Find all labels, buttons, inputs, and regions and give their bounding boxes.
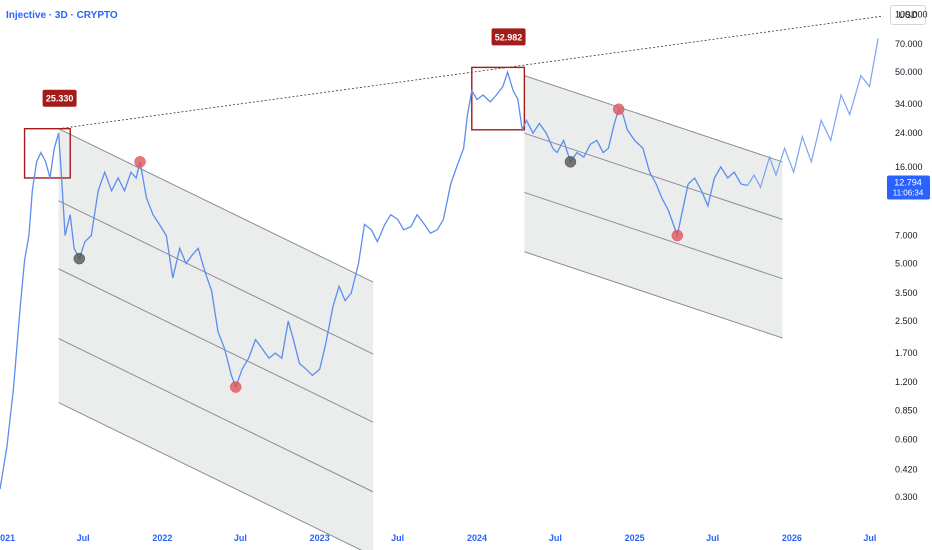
price-tag-background [887, 175, 930, 200]
y-axis-tick-label: 0.850 [895, 406, 918, 416]
x-axis-tick-label: Jul [77, 533, 90, 543]
y-axis-tick-label: 5.000 [895, 258, 918, 268]
channel-line [524, 251, 783, 339]
swing-high-marker [134, 156, 146, 168]
x-axis-tick-label: Jul [863, 533, 876, 543]
swing-low-marker [564, 156, 577, 168]
x-axis-tick-label: 2023 [310, 533, 330, 543]
swing-low-marker [73, 252, 86, 265]
x-axis-tick-label: Jul [391, 533, 404, 543]
channel-line [58, 338, 374, 493]
channel-line [58, 200, 374, 355]
y-axis-tick-label: 50.000 [895, 67, 923, 77]
channel-line [524, 191, 783, 280]
channel-line [58, 128, 374, 283]
price-tag-value: 12.794 [894, 177, 922, 187]
y-axis-tick-label: 70.000 [895, 39, 923, 49]
channel-2021-2023 [58, 128, 374, 550]
high-value-label: 25.330 [42, 89, 77, 107]
top-highlight-box [471, 66, 526, 131]
x-axis-tick-label: 2022 [152, 533, 172, 543]
y-axis-tick-label: 100.000 [895, 10, 928, 20]
price-tag-time: 11:06:34 [893, 188, 924, 197]
top-highlight-box [23, 127, 71, 179]
label-text: 25.330 [46, 94, 74, 104]
channel-fill [58, 128, 374, 550]
y-axis-tick-label: 2.500 [895, 316, 918, 326]
label-background [42, 89, 77, 107]
y-axis-tick-label: 24.000 [895, 128, 923, 138]
x-axis-tick-label: Jul [234, 533, 247, 543]
y-axis-tick-label: 0.600 [895, 435, 918, 445]
y-axis-tick-label: 1.700 [895, 348, 918, 358]
trend-line [58, 15, 884, 130]
channel-line [524, 75, 783, 163]
swing-low-marker [229, 381, 242, 393]
y-axis-tick-label: 0.300 [895, 492, 918, 502]
channel-line [524, 132, 783, 220]
y-axis-tick-label: 34.000 [895, 99, 923, 109]
y-axis-tick-label: 16.000 [895, 162, 923, 172]
channel-line [58, 268, 374, 423]
x-axis-tick-label: 2025 [625, 533, 645, 543]
label-text: 52.982 [495, 32, 523, 42]
high-value-label: 52.982 [491, 28, 526, 46]
x-axis-tick-label: Jul [706, 533, 719, 543]
x-axis-tick-label: 2024 [467, 533, 487, 543]
swing-low-marker [671, 229, 684, 242]
chart-title: Injective · 3D · CRYPTO [6, 10, 118, 21]
y-axis-tick-label: 0.420 [895, 464, 918, 474]
y-axis-tick-label: 7.000 [895, 231, 918, 241]
swing-high-marker [612, 103, 625, 116]
channel-2024-2025 [524, 75, 783, 339]
y-axis-tick-label: 3.500 [895, 288, 918, 298]
projection-line [747, 38, 879, 189]
y-axis-tick-label: 1.200 [895, 377, 918, 387]
x-axis-tick-label: 2026 [782, 533, 802, 543]
currency-selector[interactable]: USD [890, 5, 926, 25]
channel-line [58, 402, 363, 550]
channel-fill [524, 75, 783, 338]
label-background [491, 28, 526, 46]
x-axis-tick-label: Jul [549, 533, 562, 543]
x-axis-tick-label: 2021 [0, 533, 15, 543]
